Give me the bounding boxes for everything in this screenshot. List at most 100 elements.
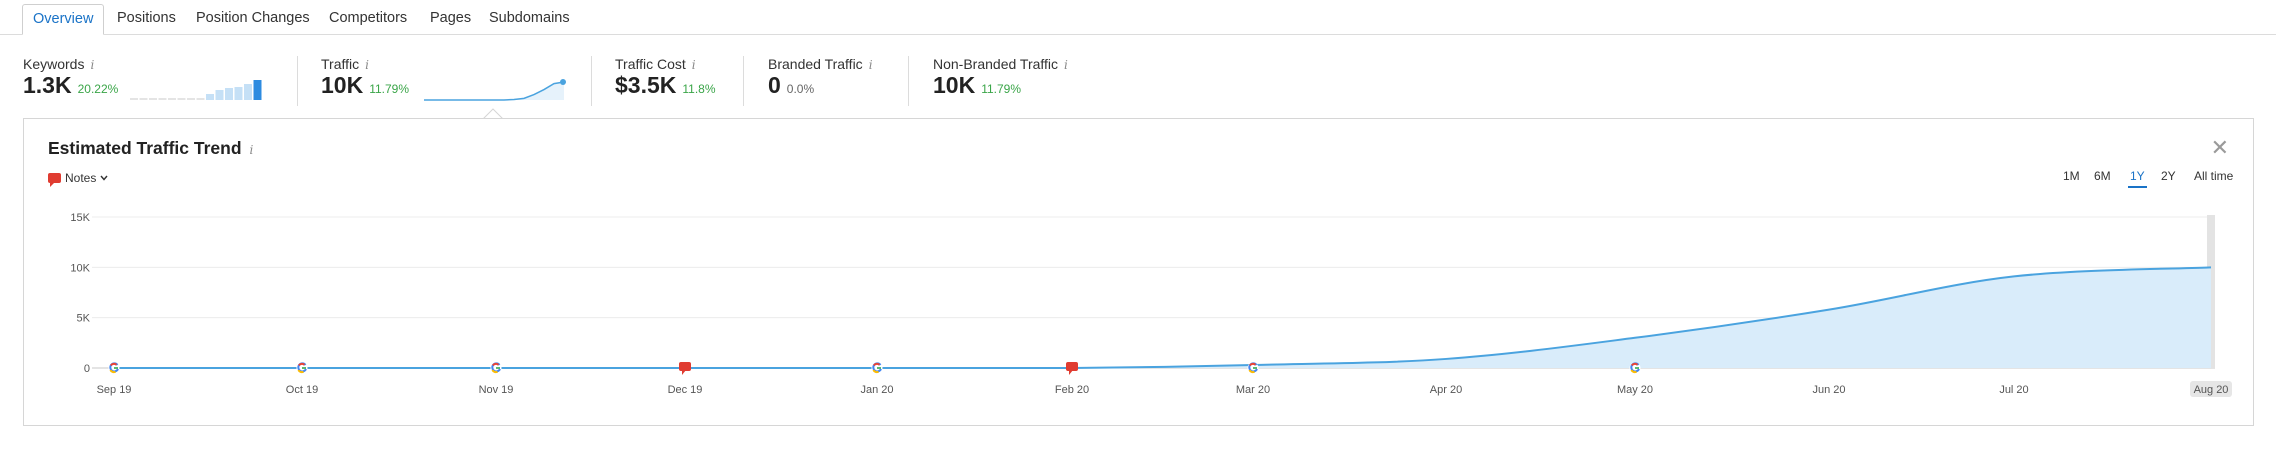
google-icon-arc-yellow [491,369,498,374]
google-icon-arc-yellow [1248,369,1255,374]
y-tick-label: 10K [70,262,90,274]
kpi-divider [908,56,909,106]
kpi-label: Traffic [321,56,360,72]
google-update-icon[interactable] [296,362,308,374]
x-tick-highlight [2190,381,2232,397]
sparkline-bar [206,94,214,100]
tab-positions[interactable]: Positions [117,10,176,26]
x-tick-label: Nov 19 [479,384,514,396]
kpi-branded-traffic[interactable]: Branded Traffic i 0 0.0% [768,56,873,99]
sparkline-point [560,79,566,85]
note-marker-body [1066,362,1078,371]
x-tick-label: Jul 20 [1999,384,2028,396]
info-icon[interactable]: i [365,58,369,72]
x-tick-label: Jun 20 [1812,384,1845,396]
google-icon-arc-red [492,362,500,367]
kpi-change: 20.22% [77,82,119,96]
kpi-change: 11.8% [682,82,716,96]
kpi-traffic[interactable]: Traffic i 10K 11.79% [321,56,409,99]
kpi-value: $3.5K [615,72,677,98]
kpi-label: Non-Branded Traffic [933,56,1059,72]
kpi-change: 11.79% [981,82,1022,96]
note-marker-body [679,362,691,371]
google-update-icon[interactable] [871,362,883,374]
traffic-sparkline [424,79,566,101]
google-update-icon[interactable] [1629,362,1641,374]
google-icon-arc-red [1249,362,1257,367]
range-6m[interactable]: 6M [2094,169,2111,183]
sparkline-bar [253,80,262,100]
kpi-divider [591,56,592,106]
note-marker-tail [682,370,686,375]
tab-overview[interactable]: Overview [22,4,105,35]
range-1m[interactable]: 1M [2063,169,2080,183]
kpi-value: 10K [321,72,364,98]
sparkline-bar [244,84,252,100]
sparkline-line [424,81,565,101]
google-icon-arc-yellow [872,369,879,374]
kpi-divider [743,56,744,106]
sparkline-bar [187,98,195,100]
range-2y[interactable]: 2Y [2161,169,2176,183]
google-icon-arc-red [298,362,306,367]
info-icon[interactable]: i [691,58,696,72]
sparkline-bar [139,98,148,100]
kpi-change: 0.0% [786,82,815,96]
kpi-keywords[interactable]: Keywords i 1.3K 20.22% [23,56,118,99]
info-icon[interactable]: i [1064,58,1068,72]
google-icon-arc-red [873,362,881,367]
kpi-label: Branded Traffic [768,56,863,72]
tab-subdomains[interactable]: Subdomains [489,10,570,26]
tab-bar: Overview Positions Position Changes Comp… [0,0,2276,35]
y-tick-label: 5K [77,313,91,325]
x-tick-label: Aug 20 [2194,384,2229,396]
google-icon-arc-red [1631,362,1639,367]
note-marker-icon[interactable] [679,362,691,375]
info-icon[interactable]: i [90,58,95,72]
x-tick-label: Apr 20 [1430,384,1462,396]
close-icon[interactable]: ✕ [2210,135,2229,160]
range-1y[interactable]: 1Y [2128,169,2147,188]
y-tick-label: 0 [84,363,90,375]
tab-position-changes[interactable]: Position Changes [196,10,310,26]
note-marker-tail [1069,370,1073,375]
series-line [114,266,2212,370]
google-update-icon[interactable] [108,362,120,374]
info-icon[interactable]: i [249,143,254,157]
kpi-non-branded-traffic[interactable]: Non-Branded Traffic i 10K 11.79% [933,56,1068,99]
notes-dropdown[interactable]: Notes [48,171,108,187]
sparkline-bar [149,98,157,100]
tab-competitors[interactable]: Competitors [329,10,408,26]
sparkline-area [424,82,564,100]
tab-pages[interactable]: Pages [430,10,472,26]
kpi-value: 10K [933,72,976,98]
kpi-change: 11.79% [369,82,410,96]
panel-title: Estimated Traffic Trend [48,138,242,158]
google-update-icon[interactable] [1247,362,1259,374]
note-marker-icon[interactable] [1066,362,1078,375]
sparkline-bar [158,98,167,100]
x-tick-label: Jan 20 [860,384,893,396]
traffic-trend-panel: Estimated Traffic Trend i ✕ Notes 1M 6M 1… [23,118,2254,426]
info-icon[interactable]: i [868,58,873,72]
sparkline-bar [215,90,224,100]
keywords-sparkline [130,80,262,100]
sparkline-bar [130,98,138,100]
kpi-label: Keywords [23,56,85,72]
x-tick-label: Sep 19 [97,384,132,396]
google-icon-arc-yellow [109,369,116,374]
x-tick-label: Mar 20 [1236,384,1270,396]
range-all-time[interactable]: All time [2194,169,2234,183]
y-tick-label: 15K [70,212,90,224]
google-icon-arc-yellow [297,369,304,374]
notes-label: Notes [65,171,97,185]
note-icon [48,173,61,187]
traffic-trend-chart[interactable]: 0 5K 10K 15K Sep 19 Oct 19 Nov 19 Dec 19 Jan 20 F… [24,119,2253,425]
sparkline-bar [177,98,186,100]
sparkline-bar [225,88,233,100]
x-tick-label: May 20 [1617,384,1653,396]
sparkline-bar [234,87,243,100]
kpi-traffic-cost[interactable]: Traffic Cost i $3.5K 11.8% [615,56,716,99]
google-update-icon[interactable] [490,362,502,374]
sparkline-bar [196,98,205,100]
